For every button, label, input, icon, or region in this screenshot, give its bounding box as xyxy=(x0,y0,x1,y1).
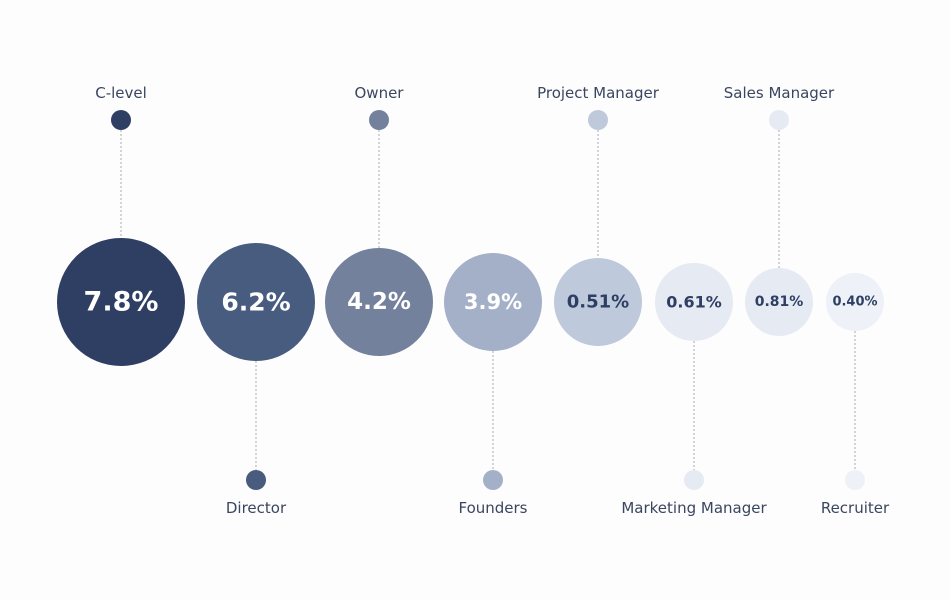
value-label-project-manager: 0.51% xyxy=(567,292,629,313)
bubble-owner xyxy=(325,248,433,356)
bubble-recruiter xyxy=(826,273,884,331)
role-label-director: Director xyxy=(226,499,287,517)
marker-dot-c-level xyxy=(111,110,131,130)
value-label-c-level: 7.8% xyxy=(84,287,159,318)
role-label-sales-manager: Sales Manager xyxy=(724,84,835,102)
role-label-marketing-manager: Marketing Manager xyxy=(621,499,767,517)
marker-dot-recruiter xyxy=(845,470,865,490)
value-label-marketing-manager: 0.61% xyxy=(666,293,722,312)
role-label-owner: Owner xyxy=(355,84,405,102)
value-label-sales-manager: 0.81% xyxy=(755,294,804,310)
marker-dot-marketing-manager xyxy=(684,470,704,490)
value-label-recruiter: 0.40% xyxy=(832,295,877,310)
bubble-c-level xyxy=(57,238,185,366)
bubble-founders xyxy=(444,253,542,351)
bubble-project-manager xyxy=(554,258,642,346)
marker-dot-director xyxy=(246,470,266,490)
bubble-marketing-manager xyxy=(655,263,733,341)
role-label-recruiter: Recruiter xyxy=(821,499,890,517)
role-label-founders: Founders xyxy=(458,499,527,517)
marker-dot-project-manager xyxy=(588,110,608,130)
role-label-project-manager: Project Manager xyxy=(537,84,660,102)
value-label-owner: 4.2% xyxy=(347,289,411,315)
value-label-director: 6.2% xyxy=(221,288,290,317)
role-label-c-level: C-level xyxy=(95,84,147,102)
value-label-founders: 3.9% xyxy=(464,290,522,314)
marker-dot-sales-manager xyxy=(769,110,789,130)
marker-dot-founders xyxy=(483,470,503,490)
marker-dot-owner xyxy=(369,110,389,130)
bubble-sales-manager xyxy=(745,268,813,336)
bubble-director xyxy=(197,243,315,361)
